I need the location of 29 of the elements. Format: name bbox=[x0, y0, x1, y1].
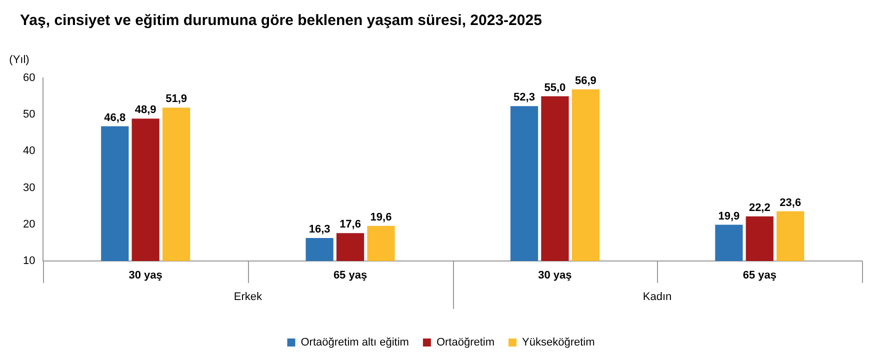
data-label: 48,9 bbox=[134, 104, 156, 116]
text: Erkek bbox=[234, 291, 262, 304]
legend-label: Ortaöğretim altı eğitim bbox=[300, 336, 409, 349]
chart-title: Yaş, cinsiyet ve eğitim durumuna göre beklenen yaşam süresi, 2023-2025 bbox=[20, 12, 542, 30]
data-label: 46,8 bbox=[104, 112, 126, 124]
x-tick-label: 30 yaş bbox=[538, 270, 572, 282]
y-tick-label: 20 bbox=[22, 218, 36, 230]
legend-label: Ortaöğretim bbox=[436, 336, 495, 349]
data-label: 23,6 bbox=[780, 196, 802, 209]
data-label: 19,6 bbox=[370, 211, 392, 224]
y-tick-label: 50 bbox=[22, 108, 36, 121]
data-label: 52,3 bbox=[514, 92, 535, 104]
data-label: 19,9 bbox=[718, 210, 740, 222]
y-tick-label: 30 bbox=[22, 182, 36, 194]
x-tick-label: 30 yaş bbox=[128, 270, 162, 282]
y-tick-label: 60 bbox=[22, 72, 36, 84]
data-label: 17,6 bbox=[340, 218, 361, 231]
x-tick-label: 65 yaş bbox=[333, 270, 368, 282]
data-label: 56,9 bbox=[574, 74, 596, 87]
data-label: 55,0 bbox=[544, 82, 566, 94]
data-label: 51,9 bbox=[166, 93, 187, 106]
y-tick-label: 40 bbox=[22, 145, 36, 158]
text: Kadın bbox=[642, 291, 672, 304]
x-tick-label: 65 yaş bbox=[742, 270, 776, 282]
data-label: 16,3 bbox=[308, 223, 330, 236]
legend-label: Yükseköğretim bbox=[522, 336, 595, 349]
data-label: 22,2 bbox=[748, 202, 770, 214]
y-axis-title: (Yıl) bbox=[9, 54, 30, 66]
y-tick-label: 10 bbox=[22, 255, 36, 268]
